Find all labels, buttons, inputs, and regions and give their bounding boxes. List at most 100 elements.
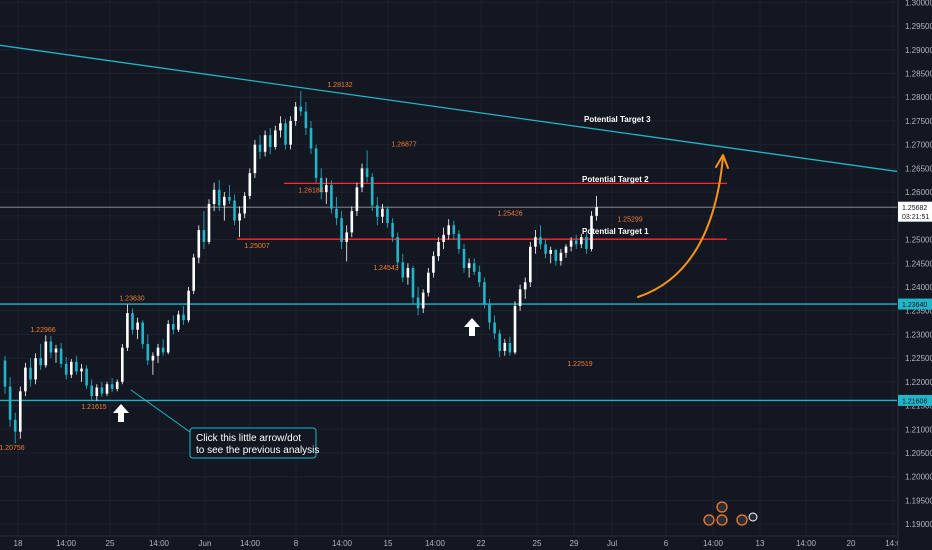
candle: [350, 206, 354, 238]
x-tick-label: 14:00: [149, 539, 170, 548]
candle-body: [523, 282, 527, 290]
event-markers[interactable]: [703, 501, 758, 526]
candle: [131, 308, 134, 335]
candle-body: [508, 342, 512, 353]
x-tick-label: Jun: [199, 539, 212, 548]
candle: [105, 381, 109, 397]
candle: [335, 196, 338, 226]
candle-body: [309, 128, 313, 149]
event-icon[interactable]: [716, 514, 728, 526]
x-tick-label: 6: [664, 539, 669, 548]
candle: [54, 344, 58, 363]
candle: [64, 357, 68, 380]
candle-body: [294, 106, 297, 121]
candle-body: [401, 262, 405, 278]
candle: [274, 125, 277, 150]
candle: [518, 284, 522, 311]
candle-body: [151, 355, 155, 361]
candle-body: [136, 322, 139, 330]
candle: [472, 258, 476, 276]
candle: [136, 317, 139, 340]
candle-body: [131, 313, 134, 330]
candle-body: [360, 168, 364, 188]
candle: [268, 128, 272, 155]
candle-body: [483, 282, 486, 304]
event-icon[interactable]: [716, 501, 728, 513]
previous-analysis-arrow-icon-2[interactable]: [464, 318, 480, 336]
candle: [13, 412, 17, 444]
candle-body: [513, 305, 517, 353]
candle: [263, 130, 267, 157]
descending-trend-line[interactable]: [0, 44, 898, 173]
candle-body: [442, 234, 445, 242]
y-tick-label: 1.20000: [905, 473, 932, 482]
candle-body: [314, 148, 318, 178]
candle: [207, 199, 211, 245]
previous-analysis-arrow-icon[interactable]: [113, 404, 129, 422]
candle-body: [406, 268, 410, 278]
x-tick-label: 8: [294, 539, 299, 548]
candle-body: [595, 207, 598, 216]
candle: [452, 220, 456, 240]
candle: [360, 163, 364, 193]
candle-body: [3, 360, 7, 387]
price-badge-label: 1.23640: [902, 302, 927, 309]
grid: [0, 0, 897, 536]
candle-body: [432, 256, 435, 273]
candle-body: [146, 343, 150, 361]
y-tick-label: 1.24500: [905, 259, 932, 268]
candle-body: [370, 176, 374, 206]
x-tick-label: 14:00: [240, 539, 261, 548]
high-low-label: 1.25299: [617, 216, 642, 223]
price-axis[interactable]: 1.30000 1.29500 1.29000 1.28500 1.28000 1.275…: [897, 0, 932, 550]
candle-body: [105, 384, 109, 394]
event-icon[interactable]: [703, 514, 715, 526]
candle-body: [80, 368, 83, 372]
candle: [238, 206, 241, 238]
candle-body: [223, 196, 226, 206]
candle-body: [585, 237, 588, 250]
candle-body: [478, 271, 481, 283]
event-icon[interactable]: [736, 514, 748, 526]
y-tick-label: 1.29000: [905, 46, 932, 55]
candle-body: [161, 347, 165, 353]
y-tick-label: 1.30000: [905, 0, 932, 7]
y-tick-label: 1.27000: [905, 141, 932, 150]
candle-body: [574, 240, 578, 245]
candle-body: [518, 289, 522, 306]
high-low-labels: 1.28132 1.26877 1.25426 1.25299 1.23630 1.229…: [0, 82, 643, 452]
candle-body: [467, 263, 471, 268]
candle-body: [396, 237, 399, 263]
candle: [447, 219, 450, 240]
time-axis[interactable]: 18 14:00 25 14:00 Jun 14:00 8 14:00 15 14:00 22 25 2…: [0, 535, 901, 548]
candle-body: [391, 222, 394, 238]
candle-body: [70, 361, 73, 375]
candle-body: [110, 384, 114, 389]
candle: [319, 168, 323, 200]
x-tick-label: 14:00: [703, 539, 724, 548]
candle-body: [253, 144, 257, 174]
candle-body: [569, 240, 573, 247]
candle-body: [85, 368, 88, 386]
high-low-label: 1.26877: [391, 142, 416, 149]
candle: [309, 120, 313, 155]
candle-body: [95, 387, 99, 397]
candle: [590, 211, 593, 252]
candle: [279, 116, 282, 138]
candle-body: [197, 230, 201, 258]
candle: [253, 139, 257, 178]
candle: [304, 101, 308, 136]
candle-body: [100, 387, 104, 394]
high-low-label: 1.26184: [298, 187, 323, 194]
candle-body: [54, 348, 58, 353]
candle: [401, 253, 405, 283]
candle-body: [498, 333, 501, 352]
candle: [355, 182, 359, 216]
candle-body: [493, 322, 496, 334]
event-icon[interactable]: [748, 512, 758, 522]
candle: [284, 118, 287, 150]
candle: [437, 237, 440, 261]
candle-body: [580, 237, 583, 245]
x-tick-label: 14:00: [796, 539, 817, 548]
